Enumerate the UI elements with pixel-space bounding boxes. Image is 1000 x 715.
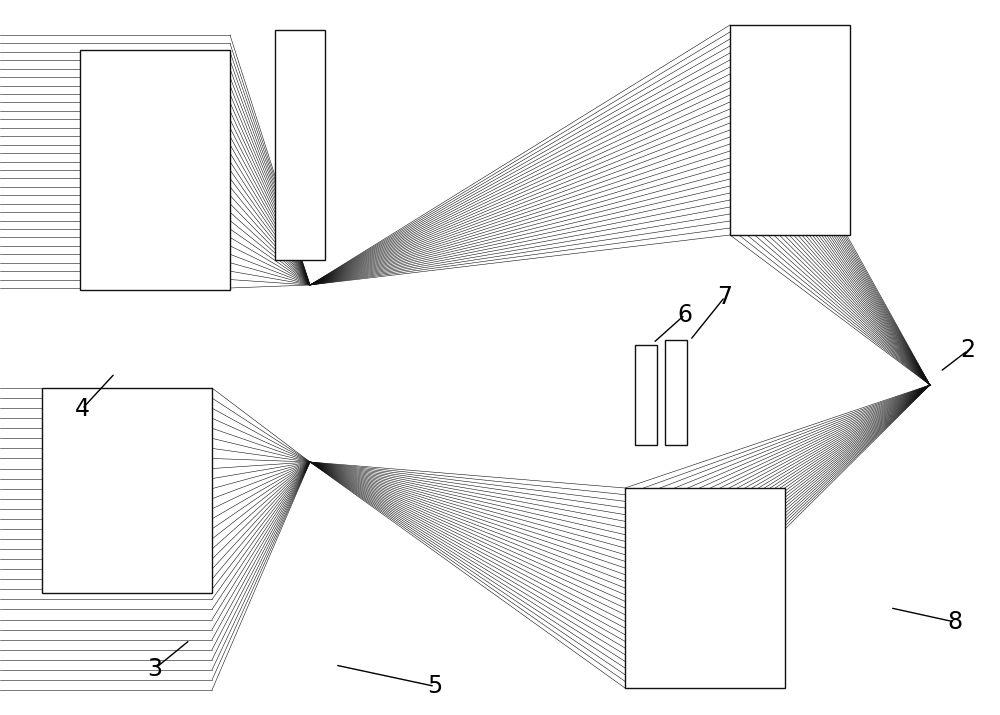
- Text: 6: 6: [678, 302, 692, 327]
- Bar: [42, 388, 212, 593]
- Bar: [730, 25, 850, 235]
- Text: 8: 8: [947, 610, 963, 634]
- Text: 3: 3: [148, 656, 162, 681]
- Bar: [80, 50, 230, 290]
- Text: 7: 7: [718, 285, 732, 309]
- Text: 5: 5: [427, 674, 443, 699]
- Bar: [625, 488, 785, 688]
- Text: 4: 4: [74, 397, 90, 421]
- Text: 2: 2: [960, 338, 976, 363]
- Bar: [635, 345, 657, 445]
- Bar: [275, 30, 325, 260]
- Bar: [665, 340, 687, 445]
